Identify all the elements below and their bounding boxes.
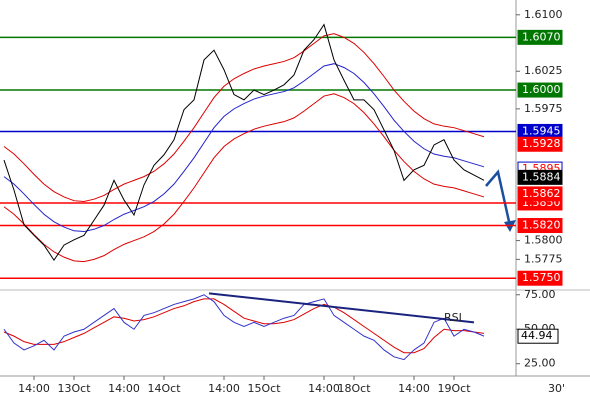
last-value-label: 44.94: [521, 329, 553, 342]
level-box: [517, 270, 563, 286]
series-line: [3, 294, 485, 361]
marker-box: [517, 186, 563, 202]
forecast-arrow: [485, 169, 512, 227]
y-tick-label: 25.00: [524, 357, 556, 370]
series-line: [3, 298, 485, 354]
trend-line: [208, 292, 475, 324]
y-tick-label: 1.5800: [524, 234, 563, 247]
y-tick-label: 1.6100: [524, 8, 563, 21]
y-tick-label: 1.5975: [524, 102, 563, 115]
level-label: 1.5945: [522, 124, 561, 137]
x-tick-label: 15Oct: [247, 382, 281, 395]
y-tick-label: 1.6025: [524, 64, 563, 77]
marker-label: 1.5928: [522, 137, 561, 150]
level-label: 1.6000: [522, 83, 561, 96]
level-label: 1.5820: [522, 219, 561, 232]
x-tick-label: 14:00: [108, 382, 140, 395]
level-box: [517, 29, 563, 45]
x-tick-label: 18Oct: [337, 382, 371, 395]
x-tick-label: 14:00: [398, 382, 430, 395]
last-value-box: [517, 328, 559, 344]
x-tick-label: 19Oct: [437, 382, 471, 395]
x-tick-label: 14Oct: [147, 382, 181, 395]
period-label: 30': [548, 382, 565, 395]
level-label: 1.5750: [522, 271, 561, 284]
series-line: [3, 63, 485, 233]
x-tick-label: 14:00: [308, 382, 340, 395]
y-tick-label: 1.5775: [524, 252, 563, 265]
marker-box: [517, 169, 563, 185]
y-tick-label: 75.00: [524, 288, 556, 301]
level-label: 1.6070: [522, 30, 561, 43]
series-line: [3, 33, 485, 202]
level-box: [517, 218, 563, 234]
level-box: [517, 82, 563, 98]
marker-label: 1.5862: [522, 187, 561, 200]
x-tick-label: 13Oct: [57, 382, 91, 395]
x-tick-label: 14:00: [18, 382, 50, 395]
marker-box: [517, 136, 563, 152]
panel-title: RSI: [444, 311, 462, 324]
x-tick-label: 14:00: [208, 382, 240, 395]
marker-label: 1.5884: [522, 170, 561, 183]
series-line: [3, 23, 485, 262]
series-line: [3, 93, 485, 263]
